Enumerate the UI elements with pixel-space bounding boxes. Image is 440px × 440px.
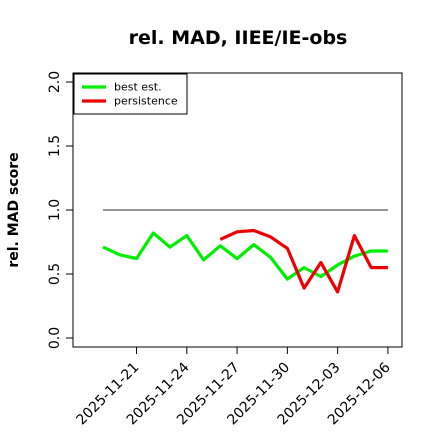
- y-tick-label: 0.0: [47, 327, 63, 349]
- y-tick-label: 2.0: [47, 71, 63, 93]
- y-axis-label: rel. MAD score: [6, 152, 22, 267]
- series-line-best-est: [102, 231, 388, 281]
- plot-frame: [72, 72, 403, 348]
- y-tick-label: 1.0: [47, 199, 63, 221]
- legend-label-best-est: best est.: [114, 81, 162, 94]
- legend-label-persistence: persistence: [114, 95, 178, 108]
- series-line-persistence: [219, 228, 388, 294]
- y-tick-label: 1.5: [47, 135, 63, 157]
- y-tick-label: 0.5: [47, 263, 63, 285]
- legend-box: [73, 73, 188, 115]
- chart-title: rel. MAD, IIEE/IE-obs: [129, 27, 348, 49]
